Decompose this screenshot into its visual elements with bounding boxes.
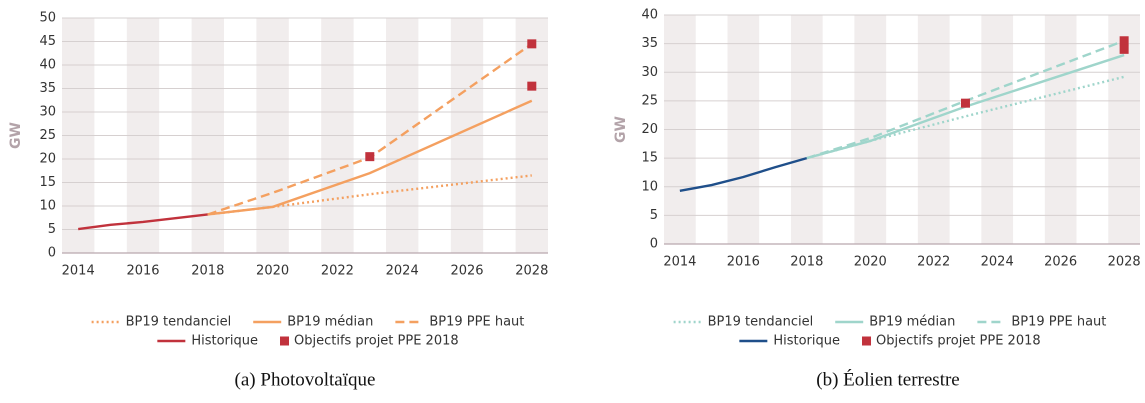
x-tick-label: 2028 [1108, 255, 1141, 270]
x-tick-label: 2018 [191, 264, 224, 279]
series-line [806, 39, 1125, 160]
series-line [679, 156, 808, 192]
caption: (a) Photovoltaïque [235, 369, 376, 390]
x-tick-label: 2018 [790, 255, 823, 270]
x-tick-label: 2026 [1044, 255, 1077, 270]
legend-item: Historique [157, 334, 258, 349]
chart-panel: 2014 2016 2018 2020 2022 2024 2026 2028 0 5 10 15 20… [8, 11, 548, 391]
caption: (b) Éolien terrestre [816, 368, 959, 390]
y-tick-label: 25 [39, 128, 56, 143]
y-tick-label: 25 [641, 93, 658, 108]
legend-label: Historique [191, 334, 258, 349]
y-tick-label: 15 [39, 175, 56, 190]
y-tick-label: 45 [39, 34, 56, 49]
y-tick-label: 20 [641, 122, 658, 137]
chart-panel: 2014 2016 2018 2020 2022 2024 2026 2028 0 5 10 15 20… [613, 8, 1141, 391]
series-line [806, 53, 1125, 160]
x-tick-label: 2028 [515, 264, 548, 279]
y-tick-label: 10 [641, 179, 658, 194]
y-tick-label: 5 [650, 208, 658, 223]
series-line [806, 75, 1125, 160]
legend-label: BP19 tendanciel [708, 315, 814, 330]
x-tick-label: 2026 [450, 264, 483, 279]
y-axis-label: GW [613, 116, 629, 143]
y-tick-label: 30 [641, 65, 658, 80]
target-marker [365, 152, 375, 162]
legend-item: BP19 tendanciel [91, 315, 232, 330]
x-tick-label: 2020 [854, 255, 887, 270]
x-tick-label: 2024 [981, 255, 1014, 270]
series-line [78, 213, 208, 231]
target-marker [527, 39, 537, 49]
legend-item: BP19 tendanciel [673, 315, 814, 330]
series-line [207, 42, 533, 216]
legend-item: Historique [739, 334, 840, 349]
series-line [207, 99, 533, 216]
y-tick-label: 5 [48, 222, 56, 237]
legend-swatch [862, 336, 872, 346]
legend-item: BP19 PPE haut [395, 315, 524, 330]
y-tick-label: 0 [48, 246, 56, 261]
legend-item: Objectifs projet PPE 2018 [280, 334, 459, 349]
legend-item: BP19 PPE haut [977, 315, 1106, 330]
target-marker [1119, 36, 1129, 46]
y-tick-label: 40 [39, 58, 56, 73]
y-tick-label: 0 [650, 237, 658, 252]
x-tick-label: 2016 [727, 255, 760, 270]
y-tick-label: 50 [39, 11, 56, 26]
x-tick-label: 2022 [917, 255, 950, 270]
y-tick-label: 35 [641, 36, 658, 51]
y-axis-label: GW [8, 122, 24, 149]
x-tick-label: 2016 [126, 264, 159, 279]
y-tick-label: 15 [641, 151, 658, 166]
legend-item: BP19 médian [835, 315, 955, 330]
x-tick-label: 2014 [663, 255, 696, 270]
y-tick-label: 20 [39, 152, 56, 167]
y-tick-label: 30 [39, 105, 56, 120]
y-tick-label: 10 [39, 199, 56, 214]
x-tick-label: 2024 [386, 264, 419, 279]
target-marker [1119, 44, 1129, 54]
legend-label: Objectifs projet PPE 2018 [294, 334, 459, 349]
x-tick-label: 2020 [256, 264, 289, 279]
legend-swatch [280, 336, 290, 346]
legend-label: Historique [773, 334, 840, 349]
legend-label: Objectifs projet PPE 2018 [876, 334, 1041, 349]
legend-label: BP19 tendanciel [126, 315, 232, 330]
legend-label: BP19 médian [869, 315, 955, 330]
x-tick-label: 2014 [62, 264, 95, 279]
legend-label: BP19 médian [287, 315, 373, 330]
y-tick-label: 35 [39, 81, 56, 96]
legend-item: BP19 médian [253, 315, 373, 330]
legend-label: BP19 PPE haut [1011, 315, 1106, 330]
target-marker [527, 81, 537, 91]
legend-item: Objectifs projet PPE 2018 [862, 334, 1041, 349]
x-tick-label: 2022 [321, 264, 354, 279]
y-tick-label: 40 [641, 8, 658, 23]
target-marker [960, 98, 970, 108]
legend-label: BP19 PPE haut [429, 315, 524, 330]
